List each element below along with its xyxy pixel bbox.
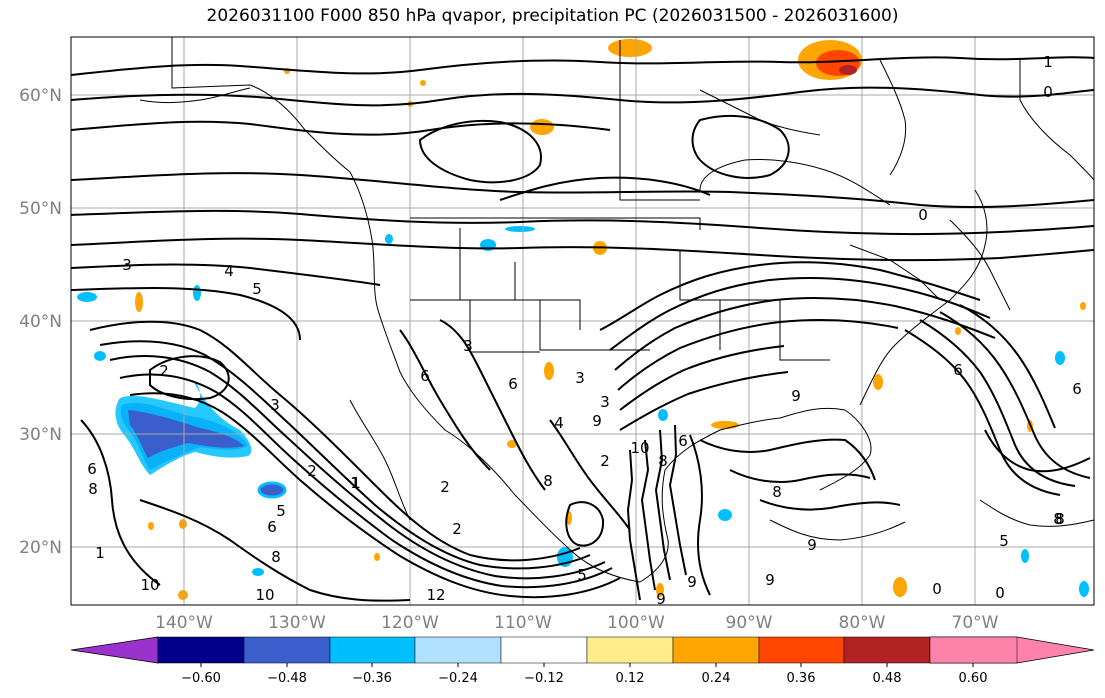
contour-label: 3: [463, 337, 473, 355]
colorbar-segment: [414, 636, 502, 664]
map-title: 2026031100 F000 850 hPa qvapor, precipit…: [206, 6, 899, 26]
colorbar-tick-label: −0.12: [524, 671, 564, 686]
contour-label: 8: [271, 548, 281, 566]
latitude-labels: 60°N 50°N 40°N 30°N 20°N: [19, 86, 62, 558]
lat-label: 30°N: [19, 425, 62, 445]
contour-label: 6: [953, 361, 963, 379]
lon-label: 90°W: [726, 613, 773, 633]
lon-label: 70°W: [952, 613, 999, 633]
lon-label: 100°W: [607, 613, 665, 633]
contour-label: 6: [508, 375, 518, 393]
qvapor-contours: [70, 56, 1095, 602]
contour-label: 1: [95, 544, 105, 562]
contour-label: 0: [932, 580, 942, 598]
contour-label: 9: [807, 536, 817, 554]
colorbar-tick-label: 0.12: [616, 671, 645, 686]
lon-label: 140°W: [155, 613, 213, 633]
contour-label: 3: [575, 369, 585, 387]
colorbar-tick-label: −0.48: [267, 671, 307, 686]
contour-label: 1: [1043, 53, 1053, 71]
contour-label: 10: [255, 586, 274, 604]
colorbar-tick-label: 0.36: [787, 671, 816, 686]
contour-label: 5: [252, 280, 262, 298]
contour-label: 9: [791, 387, 801, 405]
contour-label: 9: [687, 573, 697, 591]
longitude-labels: 140°W 130°W 120°W 110°W 100°W 90°W 80°W …: [155, 613, 999, 633]
contour-label: 0: [918, 206, 928, 224]
colorbar-tick-label: −0.36: [352, 671, 392, 686]
map-panel: 1 0 3 4 5 2 6 8 10 1 2 3 5 6 8 10 12 0 2…: [70, 36, 1095, 608]
contour-label: 5: [276, 502, 286, 520]
contour-label: 8: [88, 480, 98, 498]
contour-label: 8: [772, 483, 782, 501]
lon-label: 110°W: [494, 613, 552, 633]
colorbar-segment: [500, 636, 588, 664]
contour-label: 0: [1043, 83, 1053, 101]
contour-label: 0: [995, 584, 1005, 602]
contour-label: 5: [577, 566, 587, 584]
colorbar-segment: [929, 636, 1018, 664]
contour-label: 2: [307, 462, 317, 480]
colorbar: −0.60 −0.48 −0.36 −0.24 −0.12 0.12 0.24 …: [70, 636, 1095, 686]
contour-label: 1: [350, 474, 360, 492]
contour-label: 3: [122, 256, 132, 274]
contour-label: 9: [592, 412, 602, 430]
contour-label-layer: 1 0 3 4 5 2 6 8 10 1 2 3 5 6 8 10 12 0 2…: [87, 53, 1082, 608]
contour-label: 2: [159, 362, 169, 380]
lon-label: 80°W: [839, 613, 886, 633]
contour-label: 4: [554, 414, 564, 432]
colorbar-segment: [157, 636, 245, 664]
lat-label: 40°N: [19, 312, 62, 332]
colorbar-segment: [843, 636, 931, 664]
contour-label: 3: [270, 396, 280, 414]
contour-label: 10: [630, 439, 649, 457]
contour-label: 8: [1055, 510, 1065, 528]
colorbar-segment: [329, 636, 416, 664]
colorbar-ticks: −0.60 −0.48 −0.36 −0.24 −0.12 0.12 0.24 …: [181, 663, 987, 686]
contour-label: 6: [420, 367, 430, 385]
lon-label: 120°W: [381, 613, 439, 633]
colorbar-tick-label: −0.60: [181, 671, 221, 686]
contour-label: 8: [658, 452, 668, 470]
contour-label: 9: [656, 590, 666, 608]
colorbar-extend-min: [70, 636, 159, 664]
colorbar-segment: [758, 636, 845, 664]
contour-label: 6: [267, 518, 277, 536]
colorbar-segment: [672, 636, 760, 664]
colorbar-segment: [243, 636, 331, 664]
contour-label: 2: [600, 452, 610, 470]
contour-label: 2: [452, 520, 462, 538]
contour-label: 6: [678, 432, 688, 450]
lat-label: 50°N: [19, 199, 62, 219]
lat-label: 20°N: [19, 538, 62, 558]
colorbar-tick-label: 0.48: [873, 671, 902, 686]
contour-label: 8: [1053, 510, 1063, 528]
contour-label: 2: [440, 478, 450, 496]
contour-label: 9: [765, 571, 775, 589]
contour-label: 1: [351, 474, 361, 492]
contour-label: 10: [140, 576, 159, 594]
colorbar-tick-label: 0.24: [702, 671, 731, 686]
contour-label: 3: [600, 393, 610, 411]
contour-label: 8: [543, 472, 553, 490]
contour-label: 12: [426, 586, 445, 604]
colorbar-segment: [586, 636, 674, 664]
lon-label: 130°W: [268, 613, 326, 633]
lat-label: 60°N: [19, 86, 62, 106]
colorbar-tick-label: 0.60: [959, 671, 988, 686]
contour-label: 6: [87, 460, 97, 478]
contour-label: 5: [999, 532, 1009, 550]
contour-label: 4: [224, 262, 234, 280]
colorbar-tick-label: −0.24: [438, 671, 478, 686]
contour-label: 6: [1072, 380, 1082, 398]
